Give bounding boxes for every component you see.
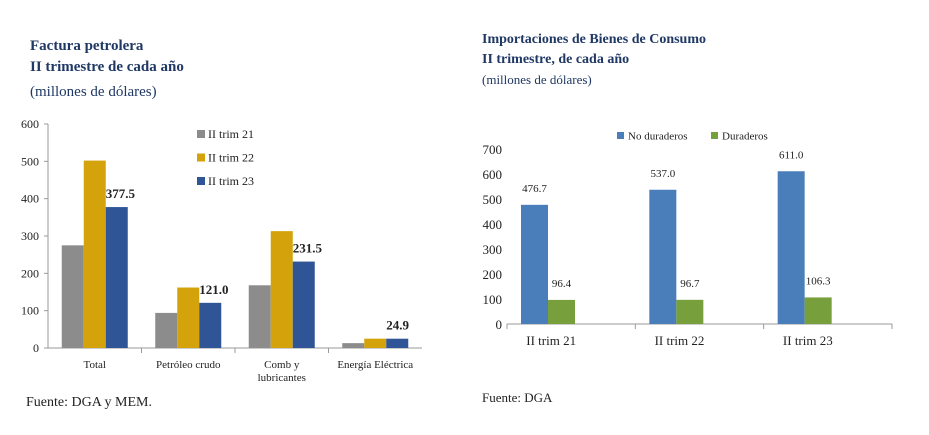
left-bar — [342, 343, 365, 348]
left-legend-swatch — [197, 153, 205, 162]
left-y-tick-label: 100 — [21, 304, 39, 318]
left-bar — [83, 160, 106, 348]
left-source-note: Fuente: DGA y MEM. — [26, 395, 152, 410]
left-y-tick-label: 300 — [21, 229, 39, 243]
right-data-label: 96.7 — [680, 278, 700, 290]
right-chart-title-line2: II trimestre, de cada año — [482, 52, 630, 67]
left-x-tick-label: Energía Eléctrica — [337, 359, 413, 371]
right-y-tick-label: 700 — [483, 142, 503, 157]
right-bar — [548, 299, 575, 324]
left-data-label: 377.5 — [106, 186, 136, 201]
right-y-tick-label: 600 — [483, 167, 503, 182]
left-x-tick-label: Comb y — [264, 359, 300, 371]
left-y-tick-label: 400 — [21, 192, 39, 206]
right-data-label: 96.4 — [552, 278, 572, 290]
right-bar — [777, 171, 805, 324]
right-y-tick-label: 200 — [483, 267, 503, 282]
left-x-tick-label: Petróleo crudo — [156, 359, 221, 371]
left-bar — [270, 231, 293, 348]
left-legend-swatch — [197, 130, 205, 138]
left-bar — [364, 338, 387, 348]
right-bar — [804, 297, 832, 324]
right-chart-title: Importaciones de Bienes de Consumo II tr… — [482, 30, 706, 70]
left-chart-title-line2: II trimestre de cada año — [30, 59, 184, 75]
right-y-tick-label: 0 — [496, 317, 503, 332]
left-data-label: 24.9 — [386, 318, 409, 333]
right-bar — [649, 189, 677, 324]
left-bar — [177, 287, 200, 348]
left-chart-title-line1: Factura petrolera — [30, 38, 144, 54]
right-legend-label: No duraderos — [628, 131, 688, 143]
right-source-note: Fuente: DGA — [482, 390, 553, 405]
left-bar — [155, 312, 178, 348]
left-bar — [248, 285, 271, 348]
left-x-tick-label: Total — [84, 359, 106, 371]
right-data-label: 611.0 — [779, 149, 804, 161]
right-x-tick-label: II trim 23 — [783, 333, 833, 348]
left-legend-label: II trim 23 — [208, 174, 254, 188]
left-bar — [61, 245, 84, 348]
left-chart-title: Factura petrolera II trimestre de cada a… — [30, 36, 184, 78]
right-x-tick-label: II trim 21 — [526, 333, 576, 348]
left-bar — [199, 302, 222, 348]
right-legend-label: Duraderos — [722, 131, 768, 143]
left-legend-swatch — [197, 177, 205, 185]
right-x-tick-label: II trim 22 — [655, 333, 705, 348]
left-y-tick-label: 0 — [33, 341, 39, 355]
right-chart-unit: (millones de dólares) — [482, 72, 592, 87]
left-y-tick-label: 200 — [21, 266, 39, 280]
right-data-label: 537.0 — [650, 168, 675, 180]
right-legend-swatch — [617, 132, 624, 139]
right-y-tick-label: 400 — [483, 217, 503, 232]
left-data-label: 231.5 — [293, 241, 323, 256]
left-x-tick-label: lubricantes — [258, 372, 306, 384]
left-bar — [292, 261, 315, 348]
left-y-tick-label: 500 — [21, 154, 39, 168]
right-y-tick-label: 500 — [483, 192, 503, 207]
left-legend-label: II trim 21 — [208, 127, 254, 141]
left-data-label: 121.0 — [199, 282, 228, 297]
left-chart-unit: (millones de dólares) — [30, 84, 157, 100]
left-bar — [386, 338, 409, 348]
right-bar — [521, 204, 548, 324]
right-legend-swatch — [711, 132, 718, 139]
right-y-tick-label: 100 — [483, 292, 503, 307]
left-legend-label: II trim 22 — [208, 151, 254, 165]
left-bar — [105, 207, 128, 348]
right-data-label: 106.3 — [806, 275, 831, 287]
right-data-label: 476.7 — [522, 183, 547, 195]
left-y-tick-label: 600 — [21, 117, 39, 131]
right-y-tick-label: 300 — [483, 242, 503, 257]
right-bar — [676, 299, 704, 324]
right-chart-title-line1: Importaciones de Bienes de Consumo — [482, 32, 707, 47]
